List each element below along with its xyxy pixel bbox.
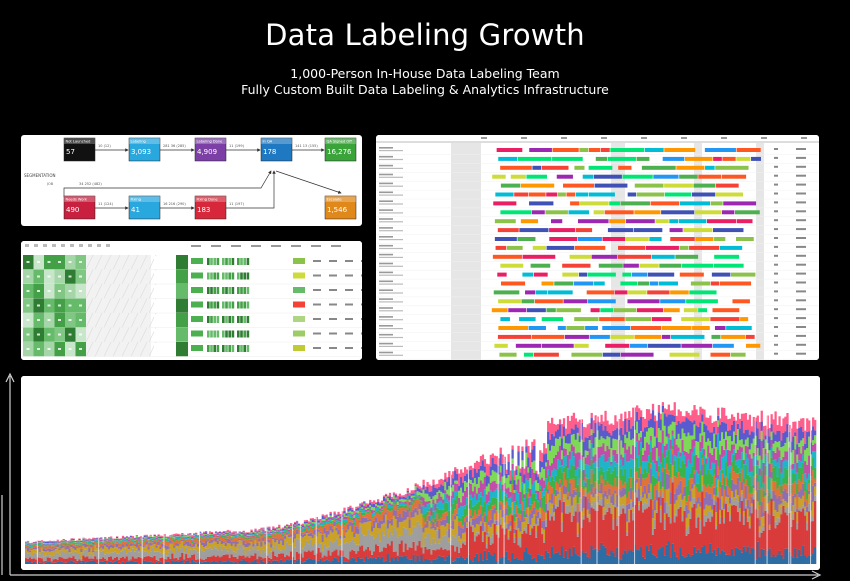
- pipeline-node[interactable]: QA Signed Off 16,276: [324, 137, 357, 162]
- pipeline-node-value: 4,909: [197, 148, 217, 156]
- pipeline-node-label: Needs Work: [66, 198, 88, 202]
- labeling-timeline-panel: [376, 135, 819, 360]
- pipeline-node[interactable]: Labeling 3,093: [128, 137, 161, 162]
- subtitle-team: 1,000-Person In-House Data Labeling Team: [290, 66, 560, 81]
- pipeline-node[interactable]: In QA 178: [260, 137, 293, 162]
- labeler-stats-table-panel: [21, 241, 362, 360]
- page-title: Data Labeling Growth: [265, 18, 585, 52]
- labeling-timeline-chart: [376, 135, 819, 360]
- pipeline-node-value: 41: [131, 206, 140, 214]
- growth-axes: [1, 372, 822, 580]
- labeling-pipeline-panel: 10 (12) 281 36 (285) 11 (199) 141 13 (15…: [21, 135, 362, 226]
- svg-text:11 (199): 11 (199): [229, 144, 245, 148]
- pipeline-node-value: 183: [197, 206, 210, 214]
- pipeline-diagram: 10 (12) 281 36 (285) 11 (199) 141 13 (15…: [24, 137, 357, 220]
- svg-text:11 (124): 11 (124): [98, 202, 114, 206]
- pipeline-section-sub: JOB: [46, 182, 54, 186]
- pipeline-node[interactable]: Needs Work 490: [63, 195, 96, 220]
- pipeline-node-label: Not Launched: [66, 140, 91, 144]
- svg-text:10 (12): 10 (12): [98, 144, 111, 148]
- svg-text:34 252 (482): 34 252 (482): [79, 182, 102, 186]
- pipeline-node-label: Labeling Done: [197, 140, 224, 144]
- pipeline-node[interactable]: Not Launched 57: [63, 137, 96, 162]
- pipeline-node-label: Escalate: [327, 198, 343, 202]
- svg-text:11 (197): 11 (197): [229, 202, 245, 206]
- pipeline-node-label: Fixing: [131, 198, 142, 202]
- pipeline-node-value: 178: [263, 148, 276, 156]
- svg-text:16 216 (290): 16 216 (290): [163, 202, 186, 206]
- pipeline-node-value: 3,093: [131, 148, 151, 156]
- pipeline-node-value: 490: [66, 206, 79, 214]
- pipeline-section-label: SEGMENTATION: [24, 173, 55, 178]
- labeling-growth-chart-panel: [21, 376, 820, 570]
- pipeline-node-label: In QA: [263, 140, 273, 144]
- pipeline-node-value: 16,276: [327, 148, 352, 156]
- pipeline-node[interactable]: Escalate 1,546: [324, 195, 357, 220]
- labeler-stats-table: [21, 241, 362, 360]
- svg-text:281 36 (285): 281 36 (285): [163, 144, 186, 148]
- pipeline-node-value: 1,546: [327, 206, 348, 214]
- pipeline-node-label: Fixing Done: [197, 198, 219, 202]
- pipeline-node-label: QA Signed Off: [327, 140, 353, 144]
- pipeline-node[interactable]: Fixing Done 183: [194, 195, 227, 220]
- subtitle-infrastructure: Fully Custom Built Data Labeling & Analy…: [241, 82, 609, 97]
- pipeline-node[interactable]: Fixing 41: [128, 195, 161, 220]
- pipeline-node-value: 57: [66, 148, 75, 156]
- pipeline-node[interactable]: Labeling Done 4,909: [194, 137, 227, 162]
- pipeline-node-label: Labeling: [131, 140, 146, 144]
- labeling-growth-chart: [21, 376, 820, 570]
- svg-text:141 13 (155): 141 13 (155): [295, 144, 318, 148]
